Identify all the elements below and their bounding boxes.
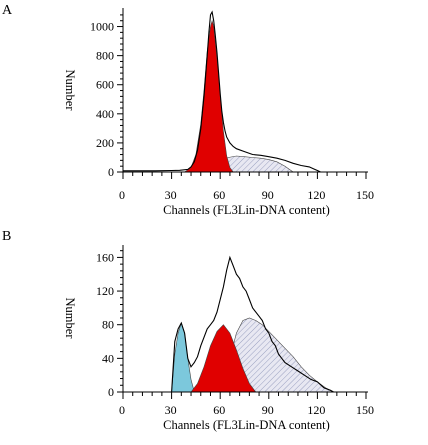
y-axis-label: Number xyxy=(63,298,77,340)
x-tick-label: 30 xyxy=(165,188,177,202)
x-tick-label: 90 xyxy=(262,403,274,417)
x-tick-label: 0 xyxy=(119,188,125,202)
panel-a: A 0 200 400 600 800 1000 0 30 60 90 120 150 Channels … xyxy=(2,3,374,217)
x-tick-label: 150 xyxy=(356,188,374,202)
y-tick-label: 160 xyxy=(96,250,114,264)
g1-peak-area xyxy=(183,19,234,173)
x-tick-label: 120 xyxy=(307,403,325,417)
y-tick-label: 1000 xyxy=(90,20,114,34)
x-tick-label: 60 xyxy=(213,188,225,202)
histogram-outline xyxy=(123,10,321,173)
panel-b: B 0 40 80 120 160 0 30 60 90 120 150 Channels (FL3Li… xyxy=(2,229,374,432)
x-axis-label: Channels (FL3Lin-DNA content) xyxy=(163,203,330,217)
panel-label: A xyxy=(2,3,13,18)
histogram-outline xyxy=(123,255,334,393)
x-tick-label: 0 xyxy=(119,403,125,417)
x-tick-label: 60 xyxy=(213,403,225,417)
y-tick-label: 800 xyxy=(96,49,114,63)
x-tick-label: 90 xyxy=(262,188,274,202)
y-tick-label: 0 xyxy=(108,165,114,179)
y-tick-label: 400 xyxy=(96,107,114,121)
y-tick-label: 120 xyxy=(96,284,114,298)
y-tick-label: 80 xyxy=(102,318,114,332)
x-tick-label: 30 xyxy=(165,403,177,417)
y-tick-label: 0 xyxy=(108,385,114,399)
subg1-peak-area xyxy=(171,322,195,393)
y-tick-label: 40 xyxy=(102,351,114,365)
x-axis-label: Channels (FL3Lin-DNA content) xyxy=(163,418,330,432)
g1-peak-area xyxy=(190,324,257,393)
x-tick-label: 150 xyxy=(356,403,374,417)
y-tick-label: 600 xyxy=(96,78,114,92)
y-tick-label: 200 xyxy=(96,136,114,150)
panel-label: B xyxy=(2,229,11,244)
x-tick-label: 120 xyxy=(307,188,325,202)
y-axis-label: Number xyxy=(63,70,77,112)
